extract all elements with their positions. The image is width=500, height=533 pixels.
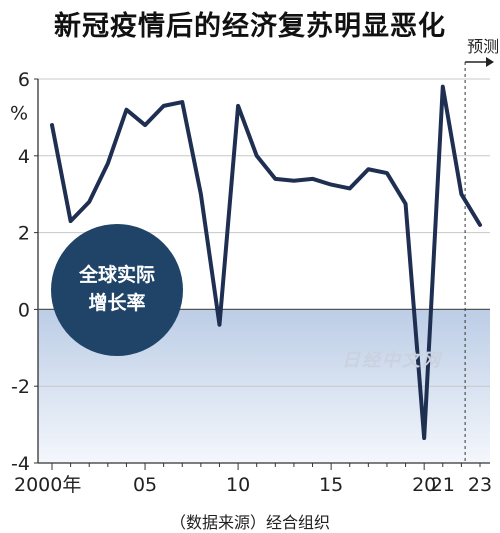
y-tick-label: 0 — [18, 299, 30, 321]
x-tick-label: 21 — [431, 474, 455, 496]
badge-circle — [51, 224, 183, 356]
x-tick-label: 05 — [133, 474, 157, 496]
x-tick-label: 23 — [468, 474, 492, 496]
y-tick-label: 6 — [18, 69, 30, 91]
forecast-arrow-head — [486, 57, 494, 67]
y-tick-label: -2 — [11, 376, 30, 398]
badge-text-line: 增长率 — [88, 291, 145, 314]
y-axis-label: % — [10, 102, 28, 124]
x-tick-label: 2000年 — [14, 474, 81, 496]
x-tick-label: 15 — [319, 474, 343, 496]
x-tick-label: 10 — [226, 474, 250, 496]
forecast-label: 预测 — [467, 37, 499, 56]
y-tick-label: 2 — [18, 223, 30, 245]
forecast-marker: 预测 — [464, 37, 499, 463]
growth-line — [50, 84, 482, 441]
watermark: 日经中文网 — [342, 350, 442, 371]
y-tick-label: 4 — [18, 146, 30, 168]
series-line — [50, 84, 482, 441]
chart-title: 新冠疫情后的经济复苏明显恶化 — [54, 11, 446, 42]
y-tick-label: -4 — [11, 453, 30, 475]
source-note: （数据来源）经合组织 — [169, 513, 330, 532]
x-tick-label: 20 — [412, 474, 436, 496]
y-tick-labels: 6 4 2 0 -2 -4% — [10, 69, 30, 475]
badge-text-line: 全球实际 — [78, 263, 155, 286]
